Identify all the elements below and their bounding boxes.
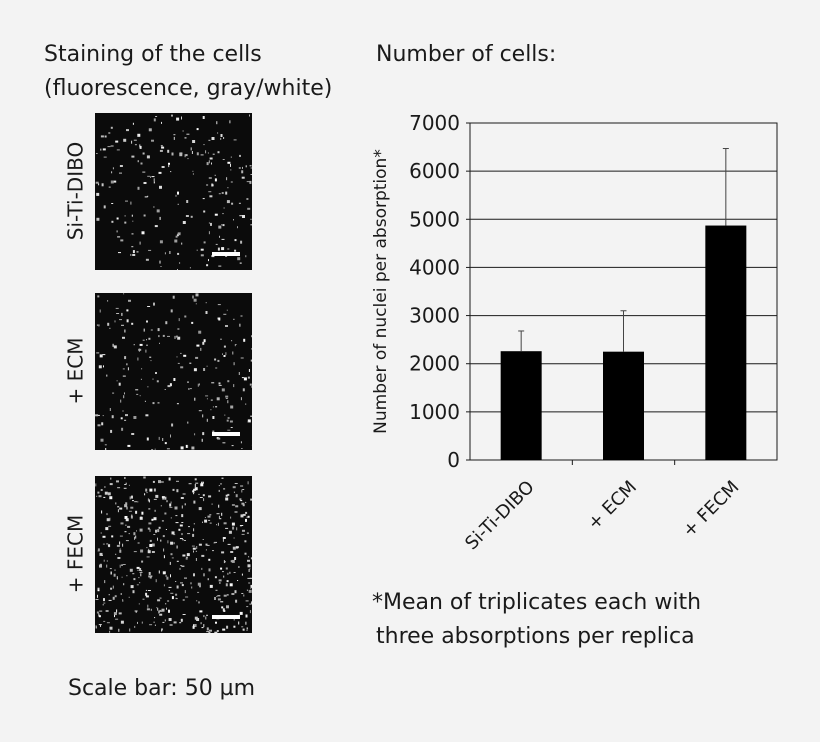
y-tick-label: 6000 — [409, 159, 460, 183]
x-tick-label: + FECM — [679, 477, 744, 542]
y-axis-label: Number of nuclei per absorption* — [371, 149, 391, 434]
micrograph-fecm — [95, 476, 255, 635]
micrograph-label-si-ti-dibo: Si-Ti-DIBO — [63, 141, 88, 241]
staining-title: Staining of the cells (fluorescence, gra… — [44, 38, 332, 106]
micrograph-ecm — [95, 293, 255, 451]
micrograph-label-fecm: + FECM — [63, 514, 88, 594]
micrograph-si-ti-dibo — [95, 113, 254, 271]
fluorescence-image — [95, 113, 254, 271]
y-tick-label: 3000 — [409, 304, 460, 328]
cell-count-title: Number of cells: — [376, 42, 557, 67]
footnote-line2: three absorptions per replica — [376, 624, 695, 649]
bar — [705, 225, 747, 460]
y-tick-label: 0 — [447, 448, 460, 472]
scale-bar — [212, 615, 240, 619]
staining-title-line2: (fluorescence, gray/white) — [44, 76, 333, 101]
scale-bar — [212, 432, 240, 436]
micrograph-label-ecm: + ECM — [63, 337, 88, 405]
y-tick-label: 2000 — [409, 352, 460, 376]
bar — [500, 351, 542, 460]
y-tick-label: 7000 — [409, 111, 460, 135]
fluorescence-image — [95, 293, 255, 451]
bar — [603, 351, 644, 460]
y-tick-label: 4000 — [409, 255, 460, 279]
scale-bar — [212, 252, 240, 256]
y-tick-label: 5000 — [409, 207, 460, 231]
footnote-line1: *Mean of triplicates each with — [372, 590, 702, 615]
fluorescence-image — [95, 476, 255, 635]
y-tick-label: 1000 — [409, 400, 460, 424]
staining-title-line1: Staining of the cells — [44, 42, 262, 67]
x-tick-label: Si-Ti-DIBO — [461, 477, 538, 554]
scale-bar-note: Scale bar: 50 µm — [68, 676, 256, 701]
x-tick-label: + ECM — [584, 477, 641, 534]
chart-footnote: *Mean of triplicates each with three abs… — [372, 586, 701, 654]
bar-chart: 0 1000 2000 3000 4000 5000 6000 7000 Si-Ti-DIBO +… — [371, 111, 778, 554]
